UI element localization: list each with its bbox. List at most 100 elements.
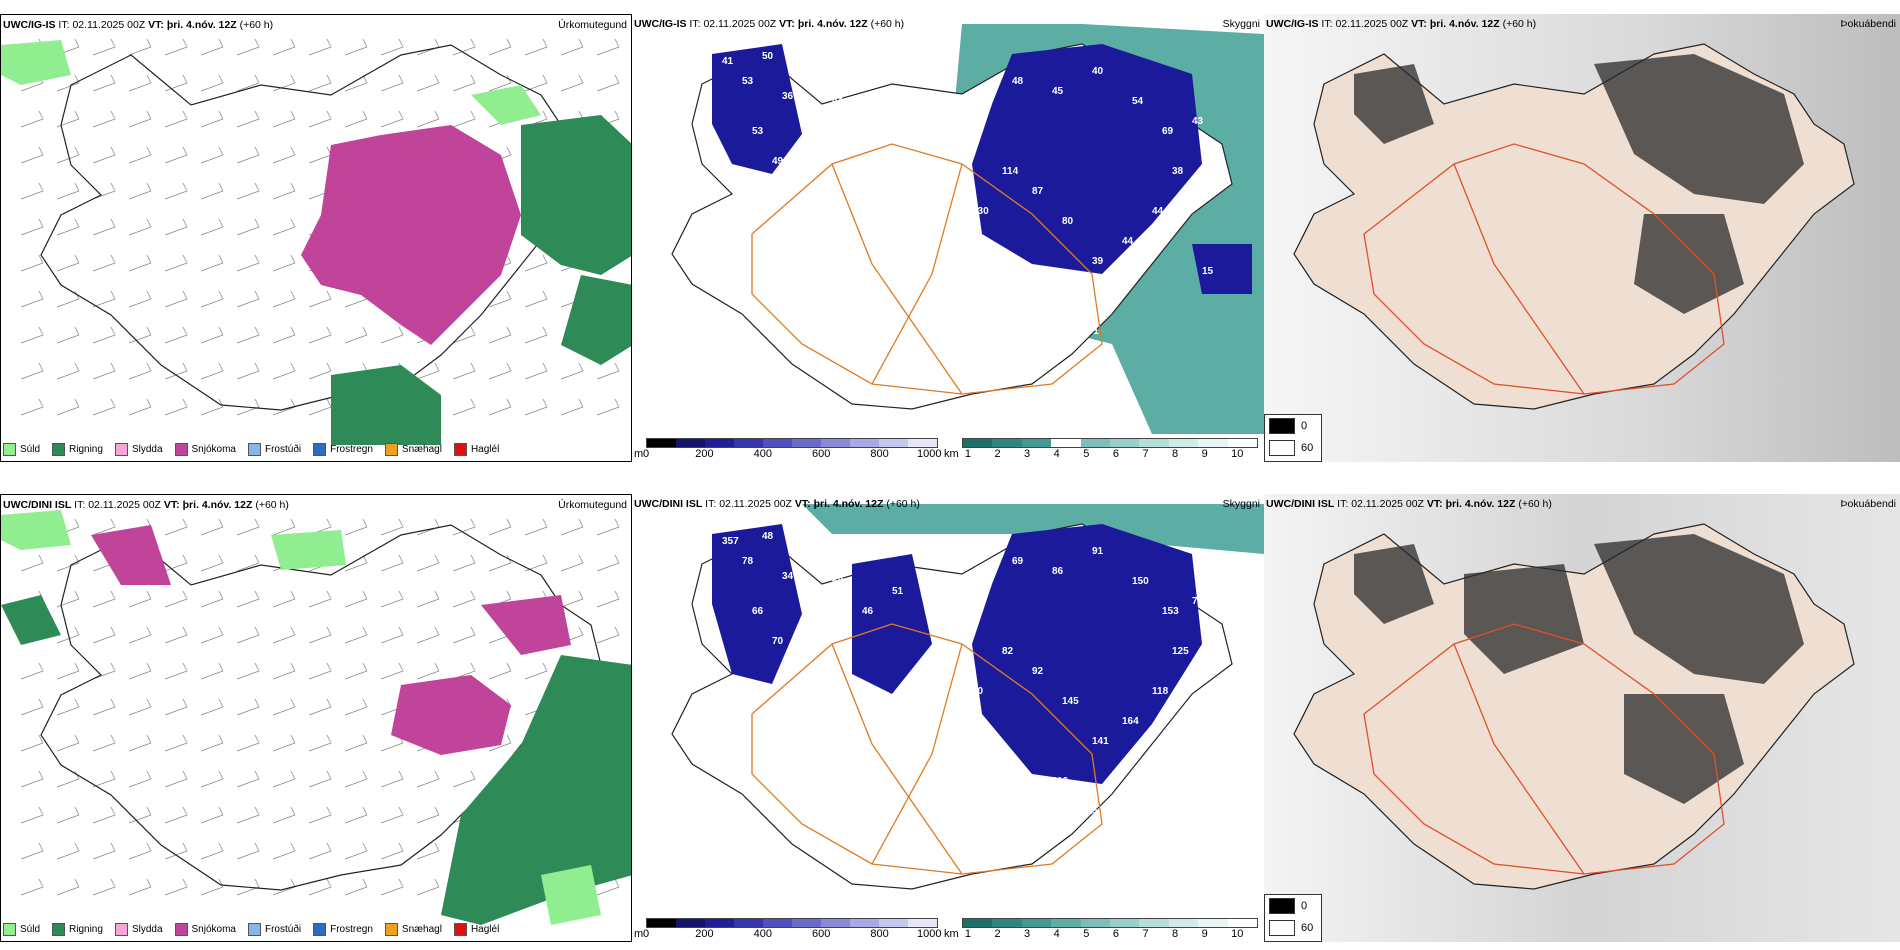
visibility-value: 82 — [1002, 646, 1014, 657]
rain-area — [331, 115, 631, 445]
wind-barb — [20, 806, 44, 824]
panel-header: UWC/DINI ISL IT: 02.11.2025 00Z VT: þri.… — [3, 499, 289, 511]
wind-barb — [236, 842, 260, 860]
wind-barb — [92, 518, 116, 536]
visibility-value: 271 — [1032, 336, 1049, 347]
visibility-value: 78 — [742, 556, 754, 567]
wind-barb — [524, 254, 548, 272]
wind-barb — [92, 590, 116, 608]
wind-barb — [128, 254, 152, 272]
roads — [1363, 143, 1725, 395]
wind-barb — [272, 146, 296, 164]
height-colorbar: m 0 200 400 600 800 1000 — [634, 438, 941, 462]
wind-barb — [380, 74, 404, 92]
wind-barb — [164, 698, 188, 716]
panel-header: UWC/IG-IS IT: 02.11.2025 00Z VT: þri. 4.… — [3, 19, 274, 31]
field-title: Skyggni — [1222, 498, 1260, 510]
legend-item: Rigning — [52, 442, 103, 456]
wind-barb — [416, 110, 440, 128]
wind-barb — [308, 110, 332, 128]
wind-barb — [308, 290, 332, 308]
wind-barb — [56, 110, 80, 128]
wind-barb — [452, 626, 476, 644]
wind-barb — [200, 734, 224, 752]
wind-barb — [236, 218, 260, 236]
wind-barb — [344, 878, 368, 896]
wind-barb — [200, 698, 224, 716]
visibility-value: 145 — [1062, 696, 1079, 707]
wind-barb — [344, 734, 368, 752]
wind-barb — [56, 362, 80, 380]
wind-barb — [380, 326, 404, 344]
wind-barb — [596, 878, 620, 896]
wind-barb — [272, 110, 296, 128]
visibility-value: 179 — [852, 206, 869, 217]
legend-swatch — [313, 442, 327, 456]
wind-barb — [308, 770, 332, 788]
drizzle-area — [1, 40, 541, 125]
wind-barb — [344, 806, 368, 824]
wind-barb — [236, 806, 260, 824]
colorbar-unit: km — [944, 448, 959, 460]
wind-barb — [20, 662, 44, 680]
fog-legend: 0 60 — [1264, 894, 1322, 942]
wind-barb — [164, 146, 188, 164]
wind-barb — [344, 590, 368, 608]
precip-panel-bottom: UWC/DINI ISL IT: 02.11.2025 00Z VT: þri.… — [0, 494, 632, 942]
wind-barb — [20, 362, 44, 380]
wind-barb — [524, 74, 548, 92]
legend-item: Haglél — [453, 922, 499, 936]
visibility-value: 357 — [722, 536, 739, 547]
wind-barb — [236, 74, 260, 92]
wind-barb — [596, 590, 620, 608]
wind-barb — [56, 218, 80, 236]
low-visibility-area — [712, 44, 1252, 294]
wind-barb — [236, 326, 260, 344]
wind-barb — [272, 662, 296, 680]
visibility-value: 95 — [972, 776, 984, 787]
wind-barb — [452, 74, 476, 92]
visibility-value: 180 — [932, 756, 949, 767]
wind-barb — [416, 554, 440, 572]
low-visibility-area — [712, 524, 1202, 784]
visibility-value: 44 — [1152, 206, 1164, 217]
wind-barb — [524, 518, 548, 536]
wind-barb — [272, 74, 296, 92]
wind-barb — [308, 590, 332, 608]
wind-barb — [92, 698, 116, 716]
wind-barb — [128, 626, 152, 644]
fog-dark-area — [1354, 534, 1804, 804]
colorbar-strip — [646, 918, 938, 928]
wind-barb — [56, 842, 80, 860]
wind-barb — [128, 662, 152, 680]
roads — [751, 623, 1103, 875]
visibility-value: 167 — [792, 246, 809, 257]
wind-barb — [380, 590, 404, 608]
wind-barb — [452, 398, 476, 416]
visibility-value: 48 — [1012, 76, 1024, 87]
wind-barb — [524, 326, 548, 344]
legend-item: Slydda — [114, 922, 163, 936]
wind-barb — [272, 38, 296, 56]
visibility-value: 150 — [1132, 576, 1149, 587]
wind-barb — [128, 590, 152, 608]
wind-barb — [20, 878, 44, 896]
legend-swatch — [1269, 898, 1295, 914]
visibility-value: 280 — [1052, 296, 1069, 307]
wind-barb — [272, 326, 296, 344]
visibility-value: 53 — [752, 126, 764, 137]
wind-barb — [128, 806, 152, 824]
wind-barb — [92, 734, 116, 752]
visibility-value: 38 — [1172, 166, 1184, 177]
visibility-value: 40 — [1092, 66, 1104, 77]
wind-barb — [524, 362, 548, 380]
legend-item: Súld — [3, 922, 40, 936]
colorbar-strip — [646, 438, 938, 448]
wind-barb — [56, 254, 80, 272]
rain-area — [1, 595, 631, 925]
visibility-value: 70 — [972, 686, 984, 697]
fog-map-top — [1264, 14, 1900, 462]
wind-barb — [272, 878, 296, 896]
wind-barb — [164, 38, 188, 56]
